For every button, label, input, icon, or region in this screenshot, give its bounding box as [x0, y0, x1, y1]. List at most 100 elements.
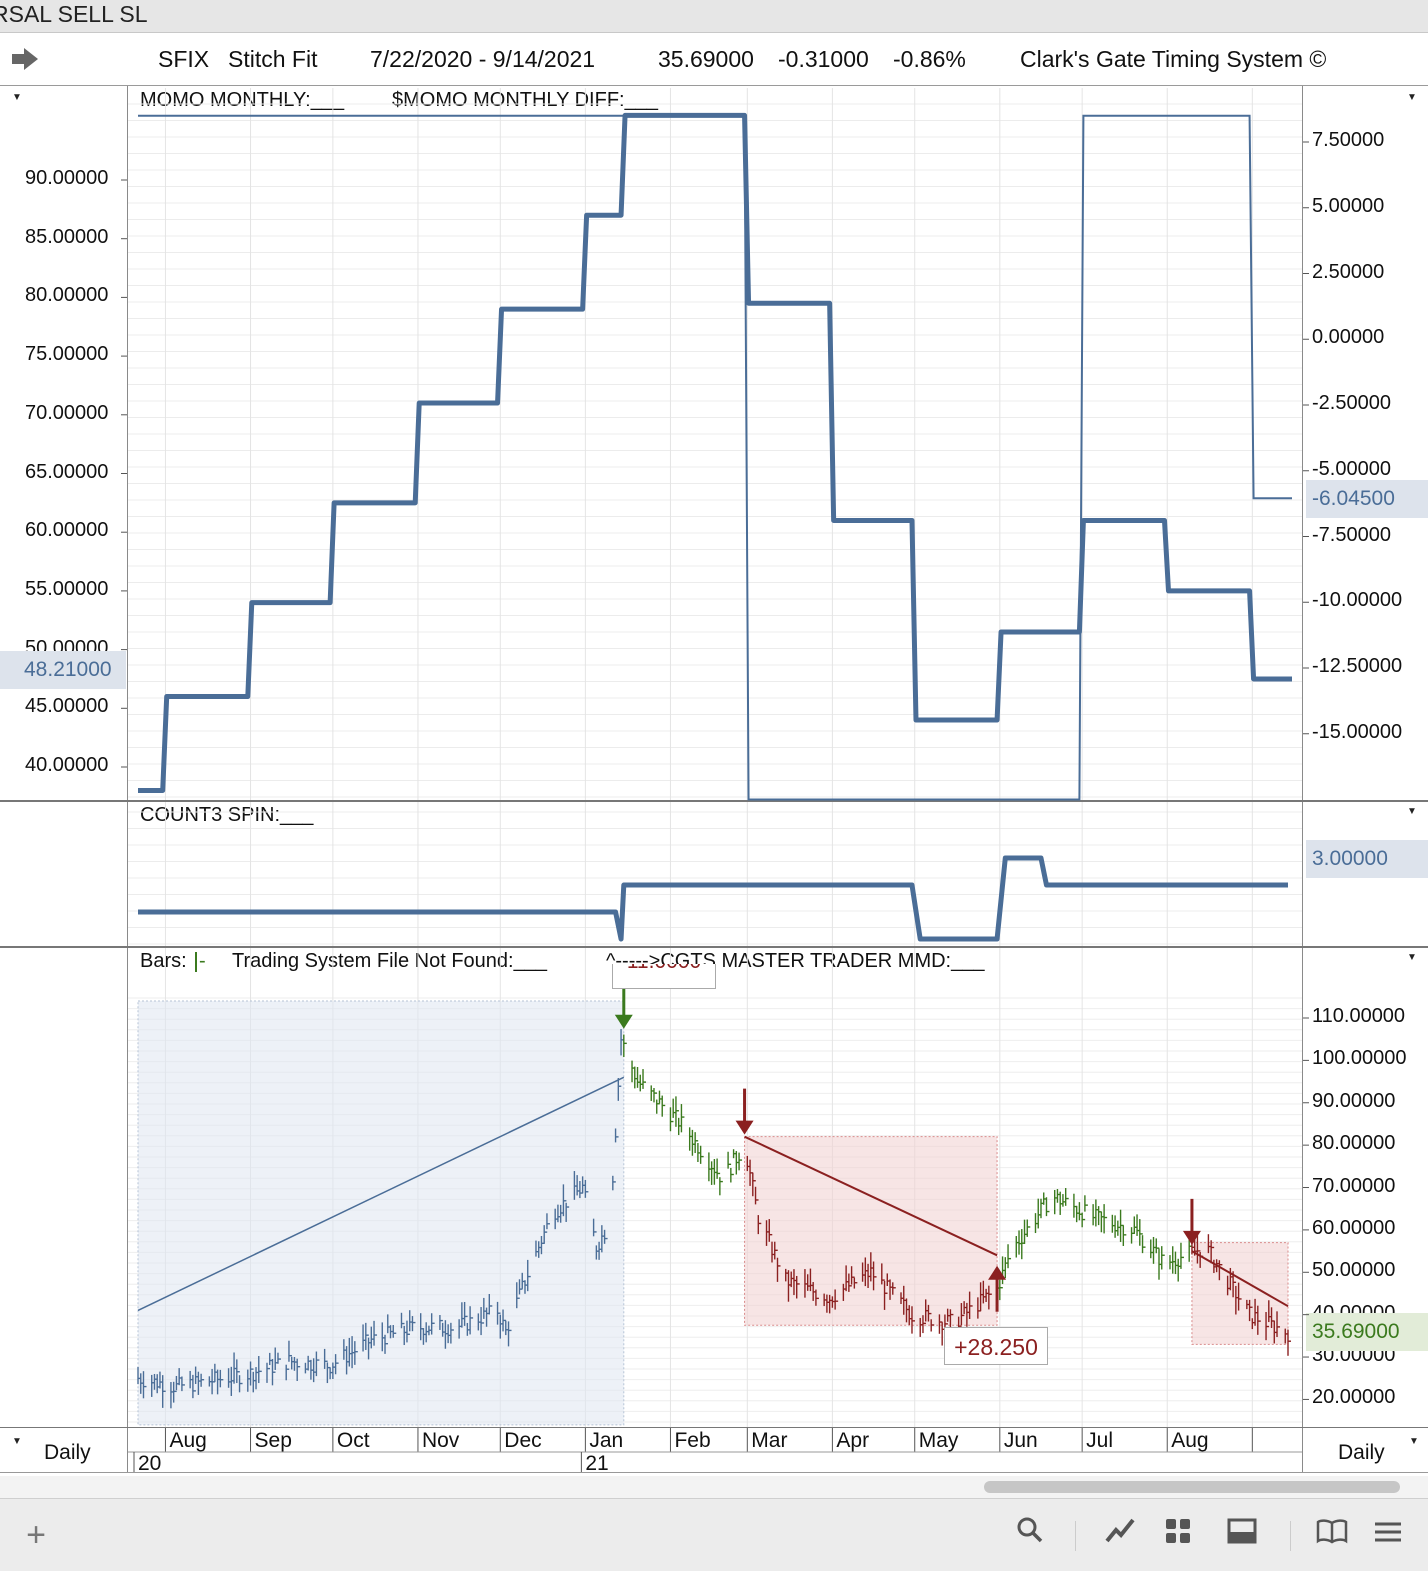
short-1-trend-line: [744, 1135, 998, 1257]
pane1-legend-momo[interactable]: MOMO MONTHLY:___: [140, 89, 345, 111]
pane2-menu-icon[interactable]: ▼: [1407, 806, 1417, 817]
company-name: Stitch Fit: [228, 46, 318, 72]
pane1-right-value-badge: -6.04500: [1306, 480, 1428, 518]
date-range: 7/22/2020 - 9/14/2021: [370, 46, 596, 72]
sell-arrow-icon: [614, 982, 633, 1029]
pane3-right-tick-label: 50.00000: [1312, 1259, 1396, 1282]
menu-icon[interactable]: [1368, 1515, 1408, 1555]
pane1-right-tick-label: 5.00000: [1312, 194, 1385, 217]
right-plot-border: [1302, 86, 1303, 1472]
pane3-right-tick-label: 110.00000: [1312, 1005, 1406, 1027]
pane1-left-tick-label: 75.00000: [25, 343, 109, 366]
month-label: Nov: [421, 1429, 460, 1452]
pane3-legend-trading-system[interactable]: Trading System File Not Found:___: [232, 950, 547, 972]
grid-layout-icon[interactable]: [1158, 1515, 1198, 1555]
title-bar: RSAL SELL SL: [0, 0, 1428, 33]
year-label: 20: [138, 1452, 162, 1475]
right-arrow-icon[interactable]: [10, 45, 40, 73]
scrollbar-track[interactable]: [0, 1476, 1428, 1498]
symbol: SFIX: [158, 46, 210, 72]
month-label: Sep: [254, 1429, 292, 1452]
pane1-right-tick-label: 0.00000: [1312, 326, 1385, 349]
buy-arrow-icon: [988, 1265, 1007, 1312]
pane1-right-tick-label: -7.50000: [1312, 523, 1391, 546]
pane1-left-tick-label: 40.00000: [25, 754, 109, 776]
bars-legend-swatch: [195, 952, 197, 972]
long-trend-line: [137, 1076, 625, 1312]
pane1-right-tick-label: 2.50000: [1312, 260, 1385, 283]
toolbar-separator-1: [1075, 1521, 1076, 1551]
long-zone-shade: [137, 1000, 625, 1426]
period-right-menu-icon[interactable]: ▼: [1409, 1436, 1419, 1447]
sell-arrow-icon: [735, 1088, 754, 1135]
pane1-left-tick-label: 85.00000: [25, 225, 109, 248]
pane3-right-value-badge: 35.69000: [1306, 1313, 1428, 1351]
add-icon[interactable]: +: [26, 1516, 46, 1554]
pane3-right-tick-label: 100.00000: [1312, 1047, 1407, 1070]
period-left-label[interactable]: Daily: [44, 1441, 91, 1464]
count3-spin-line: [138, 855, 1288, 942]
search-icon[interactable]: [1010, 1515, 1050, 1555]
pane3-legend-bars[interactable]: Bars:: [140, 950, 187, 972]
pane3-right-tick-label: 70.00000: [1312, 1174, 1396, 1197]
bars-legend-dash: -: [199, 950, 206, 972]
trade-label-top-partial: 11.0000: [612, 964, 716, 989]
pane1-left-tick-label: 55.00000: [25, 577, 109, 600]
price-bars: [137, 1029, 1291, 1409]
month-label: Oct: [336, 1429, 370, 1452]
pane3-menu-icon[interactable]: ▼: [1407, 952, 1417, 963]
toolbar-separator-2: [1290, 1521, 1291, 1551]
pane1-right-tick-label: -10.00000: [1312, 589, 1403, 612]
window-title: RSAL SELL SL: [0, 1, 148, 27]
short-zone-1-shade: [744, 1136, 998, 1326]
xaxis-bottom-border: [0, 1472, 1428, 1473]
month-label: Aug: [169, 1429, 207, 1452]
pane1-left-value-badge: 48.21000: [0, 651, 126, 689]
split-view-icon[interactable]: [1222, 1515, 1262, 1555]
period-left-menu-icon[interactable]: ▼: [12, 1436, 22, 1447]
pane1-left-tick-label: 70.00000: [25, 401, 109, 424]
xaxis-top-border: [0, 1427, 1428, 1428]
pane1-legend-momo-diff[interactable]: $MOMO MONTHLY DIFF:___: [392, 89, 658, 111]
pane1-left-menu-icon[interactable]: ▼: [12, 92, 22, 103]
month-label: Mar: [751, 1429, 788, 1452]
momo-monthly-line: [138, 112, 1292, 793]
pane1-right-menu-icon[interactable]: ▼: [1407, 92, 1417, 103]
momo-diff-line: [138, 114, 1292, 801]
pane3-right-tick-label: 80.00000: [1312, 1132, 1396, 1155]
year-label: 21: [585, 1452, 609, 1475]
pane1-left-tick-label: 60.00000: [25, 519, 109, 542]
pane1-left-tick-label: 65.00000: [25, 460, 109, 483]
pane2-legend-count3[interactable]: COUNT3 SPIN:___: [140, 804, 314, 826]
month-label: Jul: [1086, 1429, 1113, 1452]
pane2-right-value-badge: 3.00000: [1306, 840, 1428, 878]
short-2-trend-line: [1191, 1250, 1289, 1308]
pane1-right-tick-label: -5.00000: [1312, 457, 1391, 480]
scrollbar-thumb[interactable]: [984, 1481, 1400, 1493]
month-label: Apr: [836, 1429, 870, 1452]
bottom-toolbar: +: [0, 1498, 1428, 1571]
last-price: 35.69000: [658, 46, 754, 72]
left-plot-border: [127, 86, 128, 1472]
book-icon[interactable]: [1312, 1515, 1352, 1555]
price-change: -0.31000: [778, 46, 869, 72]
trade-profit-label: +28.250: [944, 1327, 1048, 1365]
info-bar: SFIX Stitch Fit 7/22/2020 - 9/14/2021 35…: [0, 33, 1428, 86]
pane-divider-2[interactable]: [0, 946, 1428, 948]
month-label: Jan: [589, 1429, 624, 1452]
pane1-left-tick-label: 45.00000: [25, 695, 109, 718]
month-label: Aug: [1171, 1429, 1209, 1452]
line-chart-icon[interactable]: [1100, 1515, 1140, 1555]
pane1-left-tick-label: 80.00000: [25, 284, 109, 307]
month-label: Jun: [1003, 1429, 1038, 1452]
period-right-label[interactable]: Daily: [1338, 1441, 1385, 1464]
system-name: Clark's Gate Timing System ©: [1020, 46, 1327, 72]
pane1-right-tick-label: -15.00000: [1312, 720, 1403, 743]
pane1-left-tick-label: 90.00000: [25, 167, 109, 189]
pane-divider-1[interactable]: [0, 800, 1428, 802]
pane3-right-tick-label: 90.00000: [1312, 1089, 1396, 1112]
month-label: Dec: [504, 1429, 542, 1452]
pane1-right-tick-label: -2.50000: [1312, 392, 1391, 414]
pane1-right-tick-label: -12.50000: [1312, 655, 1403, 677]
